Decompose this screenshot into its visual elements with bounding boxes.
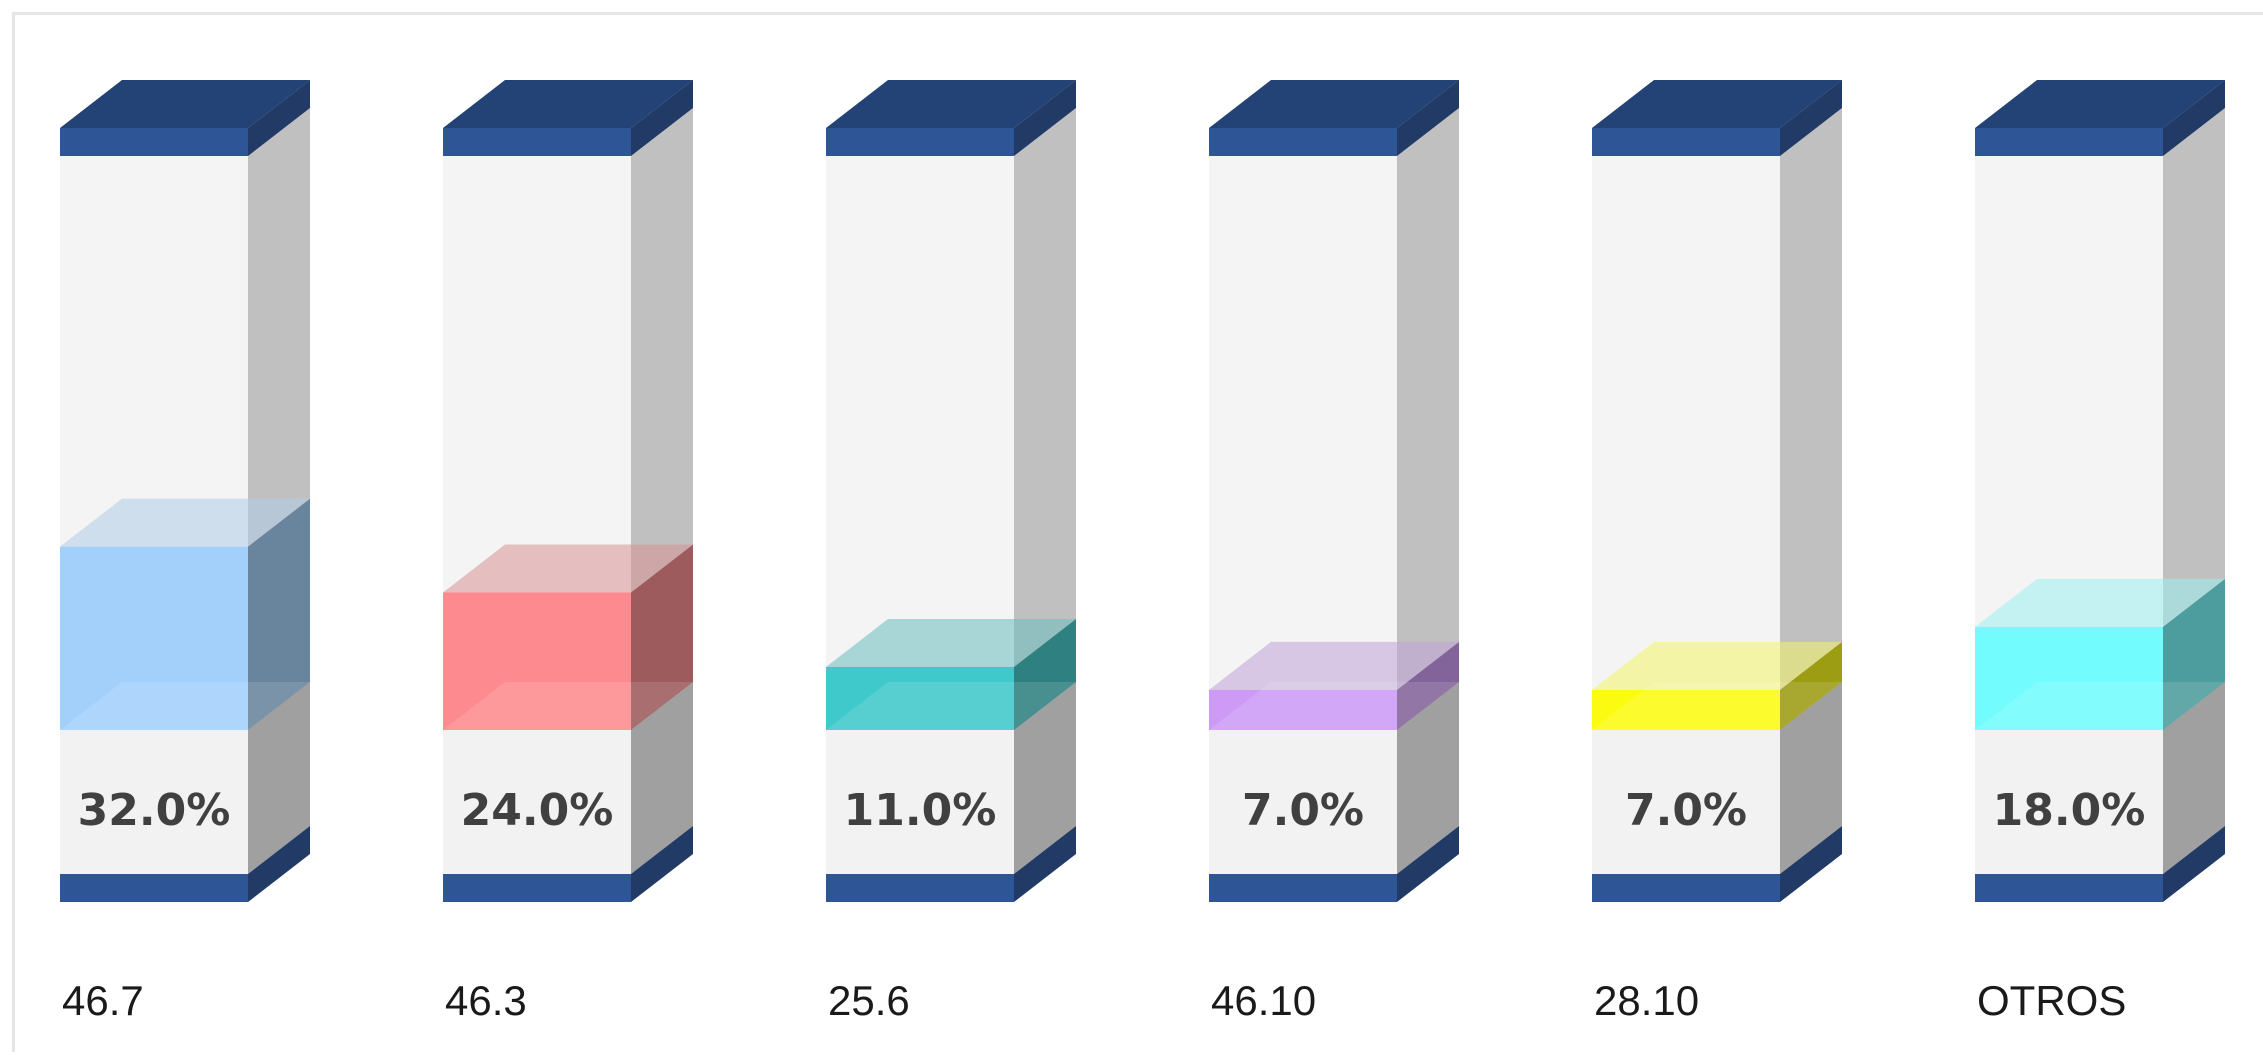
label-area-front [1209, 730, 1397, 874]
x-tick-label: 46.10 [1211, 977, 1316, 1024]
bar-fill-top [1592, 641, 1842, 690]
x-tick-label: OTROS [1977, 977, 2126, 1024]
column-top-cap-front [443, 128, 631, 156]
column-top-cap-side [1014, 80, 1076, 156]
data-label: 7.0% [1625, 785, 1747, 836]
label-area-front [1592, 730, 1780, 874]
column-top-cap-front [60, 128, 248, 156]
column-top-cap-side [1397, 80, 1459, 156]
column-bottom-cap-side [248, 826, 310, 902]
bar-fill-bottom [443, 682, 693, 730]
column-bottom-cap-front [1209, 874, 1397, 902]
label-area-front [826, 730, 1014, 874]
column-top-cap-side [1780, 80, 1842, 156]
bar-fill-side [631, 544, 693, 730]
column-bottom-cap-side [1397, 826, 1459, 902]
column-bottom-cap-front [826, 874, 1014, 902]
data-label: 11.0% [844, 785, 997, 836]
chart-frame [12, 12, 2263, 1052]
column-top-cap-side [2163, 80, 2225, 156]
label-area-side [1397, 682, 1459, 874]
data-label: 7.0% [1242, 785, 1364, 836]
bar-fill-side [2163, 578, 2225, 730]
label-area-side [1780, 682, 1842, 874]
bar-fill-front [826, 666, 1014, 730]
bar-fill-top [443, 544, 693, 593]
column-top-cap-front [1209, 128, 1397, 156]
label-area-front [60, 730, 248, 874]
x-tick-label: 46.3 [445, 977, 527, 1024]
bar-fill-side [1780, 641, 1842, 730]
column-top-cap-top [60, 80, 310, 128]
column-bottom-cap-side [2163, 826, 2225, 902]
column-top-cap-side [248, 80, 310, 156]
column-top-cap-front [826, 128, 1014, 156]
bar-fill-side [1397, 641, 1459, 730]
bar-fill-side [1014, 618, 1076, 730]
column-top-cap-top [1209, 80, 1459, 128]
column-top-cap-top [826, 80, 1076, 128]
column-bottom-cap-front [60, 874, 248, 902]
label-area-front [1975, 730, 2163, 874]
bar-fill-front [1975, 626, 2163, 730]
label-area-side [1014, 682, 1076, 874]
column-top-cap-top [443, 80, 693, 128]
x-tick-label: 46.7 [62, 977, 144, 1024]
bar-fill-top [826, 618, 1076, 667]
bar-fill-bottom [1592, 682, 1842, 730]
bar-fill-side [248, 498, 310, 730]
column-top-cap-side [631, 80, 693, 156]
bar-fill-top [60, 498, 310, 547]
x-tick-label: 28.10 [1594, 977, 1699, 1024]
bar-fill-bottom [1975, 682, 2225, 730]
label-area-front [443, 730, 631, 874]
bar-fill-front [60, 546, 248, 730]
column-bottom-cap-side [631, 826, 693, 902]
column-top-cap-top [1592, 80, 1842, 128]
column-top-cap-front [1975, 128, 2163, 156]
data-label: 24.0% [461, 785, 614, 836]
bar-fill-bottom [60, 682, 310, 730]
bar-fill-top [1975, 578, 2225, 627]
bar-fill-front [443, 592, 631, 730]
data-label: 18.0% [1993, 785, 2146, 836]
bar-fill-front [1209, 689, 1397, 730]
label-area-side [2163, 682, 2225, 874]
column-top-cap-top [1975, 80, 2225, 128]
bar-fill-bottom [1209, 682, 1459, 730]
data-label: 32.0% [78, 785, 231, 836]
column-bottom-cap-front [443, 874, 631, 902]
label-area-side [248, 682, 310, 874]
bar-fill-front [1592, 689, 1780, 730]
label-area-side [631, 682, 693, 874]
column-bottom-cap-front [1975, 874, 2163, 902]
column-top-cap-front [1592, 128, 1780, 156]
bar-fill-bottom [826, 682, 1076, 730]
column-bottom-cap-front [1592, 874, 1780, 902]
bar-fill-top [1209, 641, 1459, 690]
x-tick-label: 25.6 [828, 977, 910, 1024]
column-bottom-cap-side [1780, 826, 1842, 902]
column-bottom-cap-side [1014, 826, 1076, 902]
